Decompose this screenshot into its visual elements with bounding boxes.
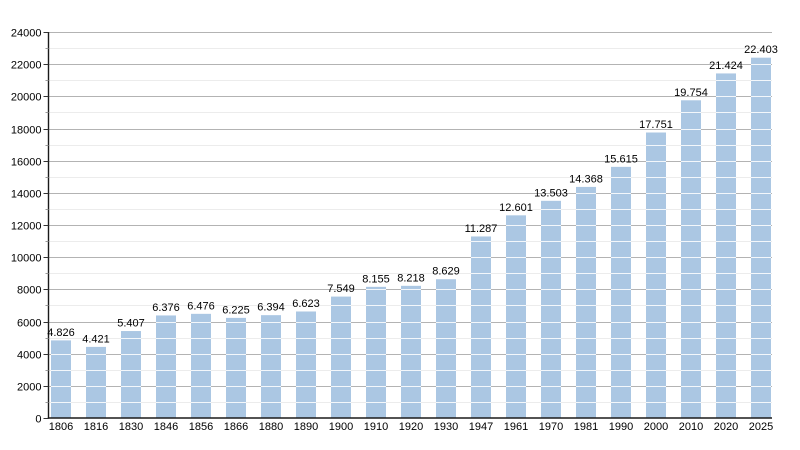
bar-value-label: 5.407 — [117, 318, 145, 330]
bar — [156, 315, 176, 418]
x-tick-label: 1910 — [364, 421, 388, 433]
bar-value-label: 4.826 — [47, 327, 75, 339]
bar-value-label: 13.503 — [534, 187, 568, 199]
x-tick-label: 1866 — [224, 421, 248, 433]
bar — [331, 296, 351, 418]
bar — [436, 279, 456, 418]
bar-value-label: 7.549 — [327, 283, 355, 295]
bar — [471, 236, 491, 418]
x-tick-label: 1930 — [434, 421, 458, 433]
bar-value-label: 6.225 — [222, 304, 250, 316]
y-tick-label: 8000 — [17, 285, 41, 297]
bar — [191, 313, 211, 418]
y-tick-label: 4000 — [17, 350, 41, 362]
x-tick-label: 1806 — [49, 421, 73, 433]
x-tick-label: 1920 — [399, 421, 423, 433]
bar — [226, 317, 246, 418]
x-tick-label: 1981 — [574, 421, 598, 433]
bar — [576, 186, 596, 418]
x-tick-label: 1846 — [154, 421, 178, 433]
bar-value-label: 8.629 — [432, 266, 460, 278]
bar — [646, 132, 666, 418]
x-tick-label: 1880 — [259, 421, 283, 433]
bar — [541, 200, 561, 418]
bar-value-label: 14.368 — [569, 173, 603, 185]
bar — [401, 285, 421, 418]
x-tick-label: 2020 — [714, 421, 738, 433]
bar-value-label: 12.601 — [499, 202, 533, 214]
bar-value-label: 8.218 — [397, 272, 425, 284]
y-tick-label: 12000 — [11, 221, 42, 233]
y-tick-label: 14000 — [11, 189, 42, 201]
bar — [751, 57, 771, 418]
x-tick-label: 1900 — [329, 421, 353, 433]
bar-value-label: 19.754 — [674, 87, 708, 99]
bar-value-label: 8.155 — [362, 273, 390, 285]
bar — [366, 286, 386, 418]
y-tick-label: 16000 — [11, 157, 42, 169]
x-tick-label: 1961 — [504, 421, 528, 433]
bar-value-label: 4.421 — [82, 333, 110, 345]
y-tick-label: 18000 — [11, 125, 42, 137]
y-tick-label: 24000 — [11, 28, 42, 40]
y-tick-label: 2000 — [17, 382, 41, 394]
bar-value-label: 11.287 — [465, 223, 498, 235]
bar — [51, 340, 71, 418]
x-tick-label: 1990 — [609, 421, 633, 433]
bar — [716, 73, 736, 418]
bar-value-label: 22.403 — [744, 44, 778, 56]
x-tick-label: 2010 — [679, 421, 703, 433]
bar — [121, 331, 141, 418]
bar-value-label: 6.376 — [152, 302, 180, 314]
x-tick-label: 1816 — [84, 421, 108, 433]
y-tick-label: 22000 — [11, 60, 42, 72]
x-tick-label: 1856 — [189, 421, 213, 433]
x-tick-label: 1890 — [294, 421, 318, 433]
bar — [86, 346, 106, 418]
x-tick-label: 1947 — [469, 421, 493, 433]
bar-value-label: 6.394 — [257, 302, 285, 314]
y-tick-label: 0 — [35, 414, 41, 426]
x-tick-label: 2025 — [749, 421, 773, 433]
x-tick-label: 2000 — [644, 421, 668, 433]
y-tick-label: 10000 — [11, 253, 42, 265]
y-tick-label: 20000 — [11, 92, 42, 104]
bar — [611, 166, 631, 418]
x-tick-label: 1970 — [539, 421, 563, 433]
bar-value-label: 17.751 — [639, 119, 673, 131]
x-tick-label: 1830 — [119, 421, 143, 433]
bar-value-label: 21.424 — [709, 60, 743, 72]
bar-value-label: 6.623 — [292, 298, 320, 310]
bar — [506, 215, 526, 418]
bar-value-label: 6.476 — [187, 300, 215, 312]
bar — [261, 315, 281, 418]
y-tick-label: 6000 — [17, 318, 41, 330]
bar-value-label: 15.615 — [604, 153, 638, 165]
